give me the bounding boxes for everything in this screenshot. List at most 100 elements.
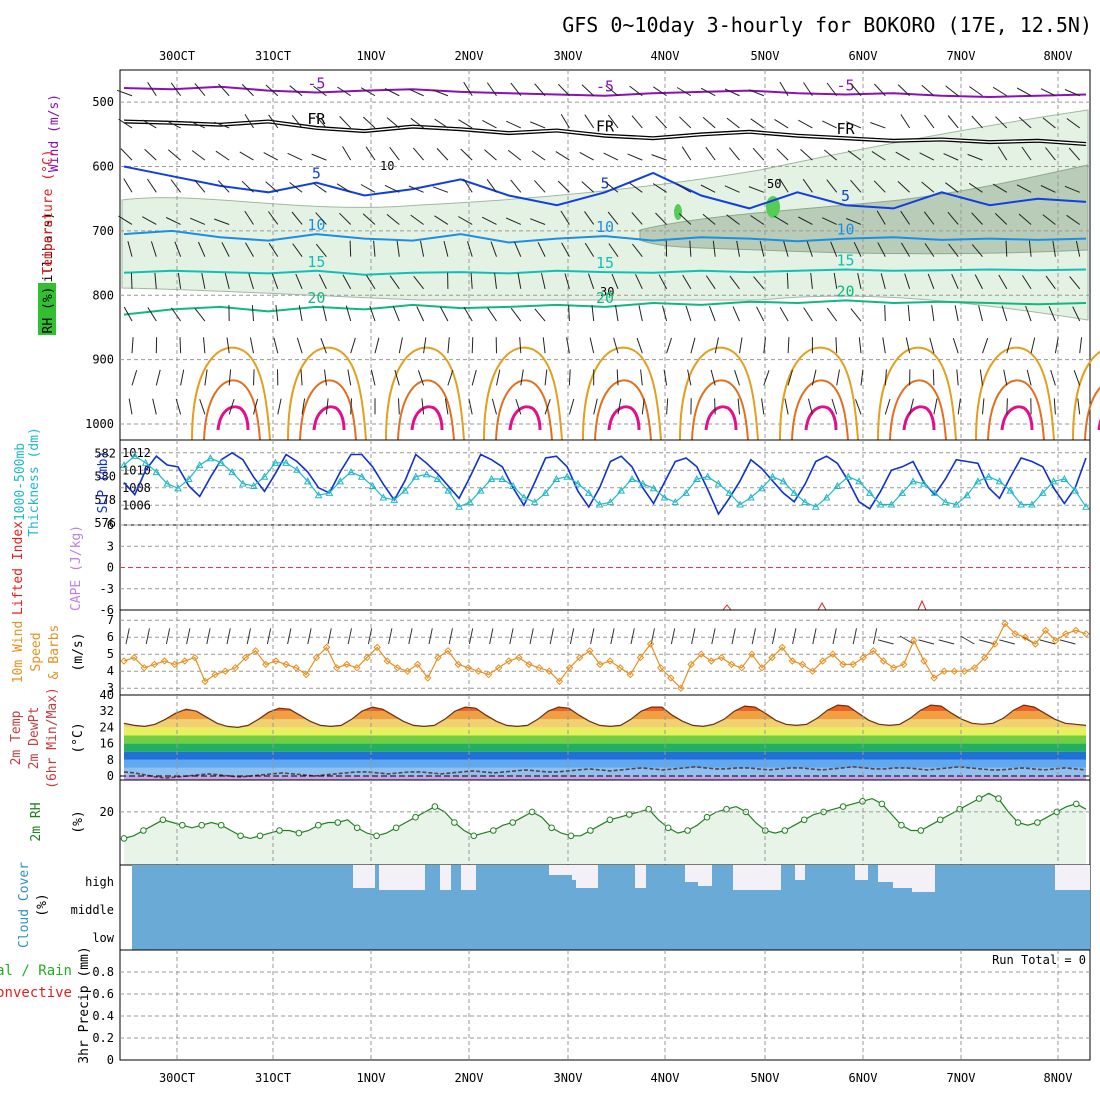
date-label-bottom-1: 31OCT xyxy=(255,1071,291,1085)
wind-barb-upper xyxy=(569,399,573,414)
wind-barb-upper xyxy=(145,149,157,160)
date-label-top-7: 6NOV xyxy=(849,49,878,63)
wind10m-frame xyxy=(120,610,1090,695)
wind-barb-upper xyxy=(192,151,205,161)
precip-tick-0: 0 xyxy=(107,1053,114,1067)
wind-barb-upper xyxy=(777,149,788,160)
rh-point xyxy=(471,833,477,839)
wind-barb-upper xyxy=(604,153,618,160)
rh-point xyxy=(354,825,360,831)
wind-barb-10m xyxy=(449,628,452,644)
wind-barb-upper xyxy=(733,306,740,321)
rh-point xyxy=(199,822,205,828)
temp-band-2 xyxy=(120,760,1090,768)
wind-barb-upper xyxy=(1027,370,1031,385)
date-label-bottom-6: 5NOV xyxy=(751,1071,780,1085)
wind-barb-upper xyxy=(948,116,958,128)
wind-barb-upper xyxy=(582,182,594,193)
wind-barb-upper xyxy=(738,398,739,414)
wind-barb-10m xyxy=(671,628,674,644)
wind-barb-10m xyxy=(429,628,432,644)
li-spike-2 xyxy=(918,601,926,610)
rh-point xyxy=(296,830,302,836)
wind-barb-upper xyxy=(691,338,695,354)
wind-barb-upper xyxy=(168,150,180,160)
wind-barb-upper xyxy=(440,307,448,321)
slp-tick-1006: 1006 xyxy=(122,498,151,512)
temp-band-10 xyxy=(120,695,1090,703)
wind-barb-upper xyxy=(399,398,400,414)
wind-barb-upper xyxy=(195,308,205,321)
wind-barb-upper xyxy=(715,398,716,414)
wind-barb-upper xyxy=(535,309,545,321)
li-axis-label: Lifted Index xyxy=(11,521,26,615)
wind-barb-upper xyxy=(227,337,229,353)
rh-point xyxy=(685,828,691,834)
wind-barb-10m xyxy=(348,628,351,644)
wind-barb-upper xyxy=(594,399,598,415)
wind-barb-upper xyxy=(252,305,253,321)
wind-barb-upper xyxy=(180,337,181,353)
wind-barb-upper xyxy=(200,399,205,414)
wind-barb-upper xyxy=(983,398,984,414)
wind-barb-10m xyxy=(631,628,634,644)
rh-point xyxy=(549,825,555,831)
wind-barb-upper xyxy=(715,338,718,354)
rh-point xyxy=(607,817,613,823)
wind-barb-upper xyxy=(497,370,500,386)
wind-barb-10m xyxy=(530,628,533,644)
wind-barb-upper xyxy=(156,370,160,385)
temp-band-3 xyxy=(120,752,1090,760)
wind-barb-10m xyxy=(611,628,614,644)
wind-barb-upper xyxy=(703,117,715,128)
rh-point xyxy=(141,828,147,834)
wind-barb-10m xyxy=(389,628,392,644)
wind-barb-upper xyxy=(488,308,497,321)
wind-barb-upper xyxy=(804,308,813,321)
isotherm-35-day-2 xyxy=(412,407,442,430)
wind-barb-upper xyxy=(667,338,672,353)
precip-tick-2: 0.4 xyxy=(92,1009,114,1023)
rh-point xyxy=(996,796,1002,802)
rh-point xyxy=(180,822,186,828)
wind-barb-upper xyxy=(859,337,861,353)
li-tick-3: -3 xyxy=(100,582,114,596)
wind-barb-upper xyxy=(288,153,303,160)
isotherm-label--5-1: -5 xyxy=(596,78,614,96)
wind-barb-upper xyxy=(856,399,862,414)
wind-barb-10m xyxy=(227,628,230,644)
wind-barb-upper xyxy=(885,399,890,414)
temp-tick-0: 0 xyxy=(107,769,114,783)
cloud-gap-3 xyxy=(461,865,476,890)
temp-band-9 xyxy=(120,703,1090,711)
wind-axis-label-2: Speed xyxy=(29,632,44,671)
wind-barb-10m xyxy=(207,628,210,644)
wind-barb-upper xyxy=(1051,370,1056,385)
wind-barb-upper xyxy=(361,185,375,193)
cloud-gap-0 xyxy=(353,865,375,888)
wind-barb-upper xyxy=(422,398,424,414)
wind-barb-upper xyxy=(351,338,356,353)
wind-barb-upper xyxy=(437,148,448,160)
wind-barb-10m xyxy=(793,628,796,644)
wind-barb-upper xyxy=(459,120,473,128)
wind-barb-upper xyxy=(521,370,524,386)
wind-axis-label-1: 10m Wind xyxy=(11,621,26,684)
wind-barb-upper xyxy=(350,241,351,257)
wind-barb-upper xyxy=(204,337,205,353)
rh-point xyxy=(782,828,788,834)
li-tick-2: 0 xyxy=(107,561,114,575)
wind-barb-10m xyxy=(712,628,715,644)
wind-barb-upper xyxy=(775,119,789,128)
wind-barb-upper xyxy=(580,152,594,160)
wind-barb-upper xyxy=(556,152,570,161)
isotherm-label-15-1: 15 xyxy=(596,254,614,272)
rh-point xyxy=(646,806,652,812)
date-label-top-6: 5NOV xyxy=(751,49,780,63)
wind-barb-10m xyxy=(878,640,894,644)
wind-barb-upper xyxy=(958,399,960,415)
wind-barb-upper xyxy=(1017,88,1031,96)
rh-point xyxy=(393,825,399,831)
isotherm-30-day-2 xyxy=(398,380,454,440)
isotherm-label-10-2: 10 xyxy=(836,221,854,239)
